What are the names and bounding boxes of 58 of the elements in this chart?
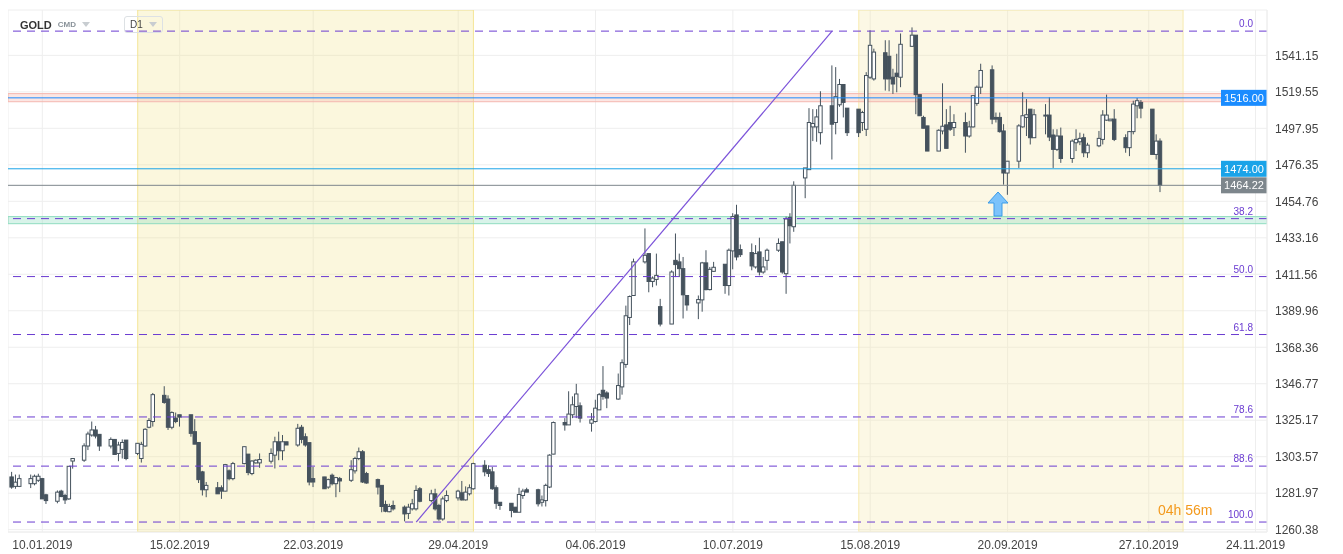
- x-tick-label: 15.02.2019: [149, 537, 211, 552]
- candlestick: [814, 108, 819, 143]
- candlestick: [1043, 103, 1048, 135]
- x-tick-label: 10.07.2019: [702, 537, 764, 552]
- candlestick: [299, 424, 304, 444]
- ref-line-label: 1474.00: [1224, 162, 1264, 175]
- y-tick-label: 1260.38: [1275, 522, 1319, 537]
- annotation: 04h 56m: [1158, 502, 1213, 518]
- y-tick-label: 1411.56: [1275, 267, 1318, 282]
- y-tick-label: 1281.97: [1275, 486, 1319, 501]
- candlestick: [764, 248, 770, 271]
- candlestick: [123, 439, 129, 461]
- annotation: 0.0: [1239, 18, 1254, 30]
- annotation: 100.0: [1227, 509, 1254, 521]
- annotation: 50.0: [1233, 263, 1254, 275]
- y-tick-label: 1389.96: [1275, 304, 1319, 319]
- x-tick-label: 22.03.2019: [283, 537, 344, 552]
- candlestick: [657, 298, 663, 327]
- annotation: 38.2: [1233, 205, 1254, 217]
- y-tick-label: 1325.17: [1275, 413, 1319, 428]
- y-tick-label: 1519.55: [1275, 85, 1319, 100]
- y-tick-label: 1541.15: [1275, 48, 1319, 63]
- candlestick: [1123, 133, 1128, 154]
- candlestick: [749, 242, 754, 271]
- y-tick-label: 1433.16: [1275, 231, 1319, 246]
- candlestick: [753, 244, 758, 270]
- y-tick-label: 1454.76: [1275, 194, 1319, 209]
- annotation: D1: [124, 16, 163, 33]
- y-tick-label: 1368.36: [1275, 340, 1319, 355]
- candlestick: [295, 423, 300, 448]
- text: GOLD: [20, 18, 52, 31]
- candlestick: [1031, 108, 1037, 139]
- candlestick: [120, 438, 125, 460]
- y-tick-label: 1346.77: [1275, 376, 1319, 391]
- candlestick: [951, 113, 957, 137]
- ref-line-label: 1516.00: [1224, 91, 1264, 104]
- annotation: 88.6: [1233, 453, 1254, 465]
- candlestick: [856, 108, 861, 138]
- candlestick: [116, 441, 121, 462]
- annotation: 61.8: [1233, 321, 1254, 333]
- x-tick-label: 10.01.2019: [12, 537, 73, 552]
- y-tick-label: 1497.95: [1275, 121, 1319, 136]
- x-tick-label: 27.10.2019: [1118, 537, 1180, 552]
- annotation: 78.6: [1233, 403, 1254, 415]
- y-tick-label: 1476.35: [1275, 158, 1319, 173]
- candlestick: [1138, 99, 1144, 119]
- y-tick-label: 1303.57: [1275, 449, 1319, 464]
- candlestick: [276, 431, 281, 461]
- x-tick-label: 20.09.2019: [977, 537, 1038, 552]
- candlestick: [348, 459, 354, 483]
- x-tick-label: 24.11.2019: [1225, 537, 1286, 552]
- text: CMD: [57, 20, 76, 29]
- x-tick-label: 04.06.2019: [565, 537, 626, 552]
- ref-line-label: 1464.22: [1224, 179, 1264, 192]
- candlestick: [1058, 127, 1063, 164]
- candlestick: [574, 383, 579, 419]
- x-tick-label: 29.04.2019: [428, 537, 489, 552]
- x-tick-label: 15.08.2019: [840, 537, 901, 552]
